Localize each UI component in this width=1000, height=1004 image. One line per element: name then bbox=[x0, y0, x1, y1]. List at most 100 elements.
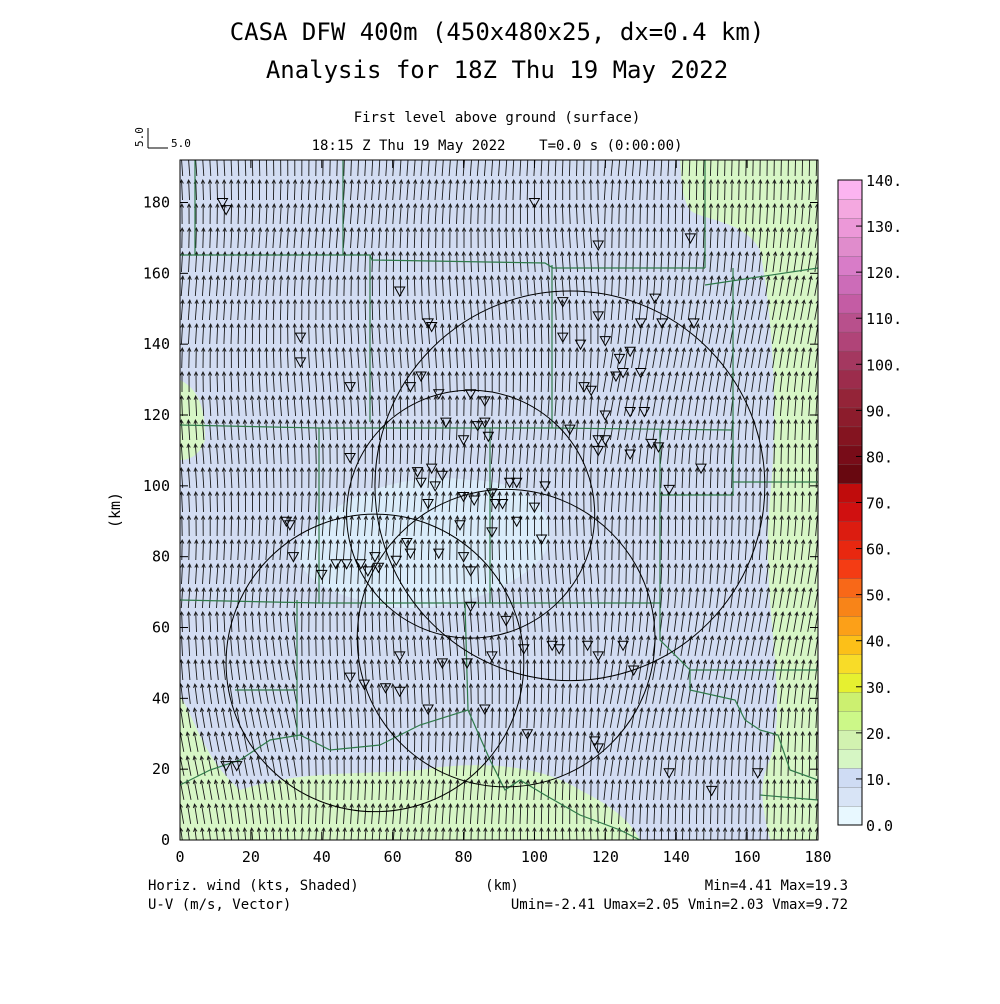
station-marker bbox=[624, 346, 636, 358]
station-marker bbox=[564, 424, 576, 436]
station-marker bbox=[489, 499, 502, 510]
station-marker bbox=[464, 389, 477, 400]
station-marker bbox=[656, 318, 668, 329]
station-marker bbox=[617, 368, 629, 379]
colorbar-swatch bbox=[837, 179, 863, 200]
station-marker bbox=[705, 785, 718, 797]
station-marker bbox=[393, 686, 406, 698]
station-marker bbox=[617, 640, 629, 652]
station-marker bbox=[688, 318, 700, 329]
station-marker bbox=[404, 548, 417, 560]
station-marker bbox=[624, 449, 636, 460]
station-marker bbox=[599, 410, 612, 422]
colorbar-label: 90. bbox=[866, 402, 893, 420]
station-marker bbox=[581, 640, 594, 652]
station-marker bbox=[500, 615, 512, 627]
station-marker bbox=[528, 198, 541, 209]
station-marker bbox=[340, 559, 353, 570]
station-marker bbox=[521, 729, 534, 740]
colorbar-swatch bbox=[837, 748, 863, 769]
station-marker bbox=[486, 488, 498, 499]
colorbar-label: 140. bbox=[866, 172, 902, 190]
station-marker bbox=[638, 406, 651, 418]
colorbar-label: 130. bbox=[866, 218, 902, 236]
station-marker bbox=[592, 311, 605, 322]
y-tick-label: 40 bbox=[152, 689, 170, 707]
green-region-west bbox=[180, 380, 205, 460]
x-tick-label: 0 bbox=[175, 848, 184, 866]
map-subtitle-line2: 18:15 Z Thu 19 May 2022 T=0.0 s (0:00:00… bbox=[312, 138, 683, 154]
station-marker bbox=[478, 396, 491, 407]
station-marker bbox=[294, 357, 307, 368]
colorbar-swatch bbox=[837, 540, 863, 560]
station-marker bbox=[432, 389, 445, 400]
station-marker bbox=[230, 761, 243, 772]
station-marker bbox=[588, 736, 601, 747]
station-marker bbox=[287, 552, 300, 563]
station-marker bbox=[663, 768, 675, 779]
station-marker bbox=[592, 743, 605, 754]
station-marker bbox=[422, 704, 434, 715]
station-marker bbox=[613, 353, 626, 365]
station-marker bbox=[284, 520, 296, 531]
colorbar-label: 70. bbox=[866, 495, 893, 513]
colorbar-swatch bbox=[837, 616, 863, 636]
colorbar-swatch bbox=[837, 805, 863, 826]
colorbar-label: 110. bbox=[866, 310, 902, 328]
station-marker bbox=[330, 559, 342, 570]
colorbar-swatch bbox=[837, 767, 863, 788]
radar-ring bbox=[356, 488, 656, 788]
station-marker bbox=[415, 371, 427, 383]
colorbar-swatch bbox=[837, 635, 863, 655]
station-marker bbox=[404, 382, 417, 393]
station-marker bbox=[610, 371, 622, 383]
station-marker bbox=[432, 548, 445, 560]
station-marker bbox=[362, 566, 374, 577]
y-axis-label: (km) bbox=[106, 492, 124, 528]
wind-vector-arrows bbox=[180, 160, 818, 840]
station-marker bbox=[344, 453, 356, 464]
station-marker bbox=[592, 651, 605, 662]
y-tick-label: 140 bbox=[143, 335, 170, 353]
station-marker bbox=[344, 672, 356, 684]
wind-speed-field bbox=[180, 160, 818, 840]
county-boundaries bbox=[180, 160, 818, 840]
colorbar-swatch bbox=[837, 711, 863, 731]
station-marker bbox=[415, 477, 427, 489]
colorbar-label: 40. bbox=[866, 633, 893, 651]
station-marker bbox=[457, 491, 470, 503]
station-marker bbox=[599, 336, 612, 347]
colorbar-swatch bbox=[837, 559, 863, 579]
station-marker bbox=[429, 481, 442, 492]
footer-left-line2: U-V (m/s, Vector) bbox=[148, 897, 291, 913]
station-marker bbox=[411, 467, 424, 478]
footer-left-line1: Horiz. wind (kts, Shaded) bbox=[148, 878, 359, 894]
y-tick-label: 80 bbox=[152, 548, 170, 566]
colorbar-swatch bbox=[837, 445, 863, 466]
station-marker bbox=[471, 421, 484, 432]
y-tick-label: 60 bbox=[152, 619, 170, 637]
station-marker bbox=[400, 538, 413, 549]
colorbar-swatch bbox=[837, 521, 863, 541]
station-marker bbox=[358, 679, 371, 691]
radar-ring bbox=[374, 290, 766, 682]
station-marker bbox=[592, 445, 605, 457]
station-marker bbox=[344, 382, 356, 393]
station-marker bbox=[496, 499, 509, 510]
wind-vectors bbox=[180, 160, 818, 840]
station-marker bbox=[695, 463, 707, 475]
colorbar-label: 120. bbox=[866, 264, 902, 282]
station-marker bbox=[624, 406, 636, 418]
colorbar-swatch bbox=[837, 350, 863, 371]
station-marker bbox=[482, 431, 495, 443]
x-tick-label: 60 bbox=[384, 848, 402, 866]
colorbar-swatch bbox=[837, 786, 863, 807]
station-marker bbox=[652, 442, 665, 453]
station-marker bbox=[216, 198, 229, 209]
station-marker bbox=[663, 484, 675, 496]
colorbar-swatch bbox=[837, 502, 863, 522]
station-marker bbox=[220, 205, 232, 216]
station-marker bbox=[592, 435, 605, 446]
station-marker bbox=[379, 683, 392, 694]
